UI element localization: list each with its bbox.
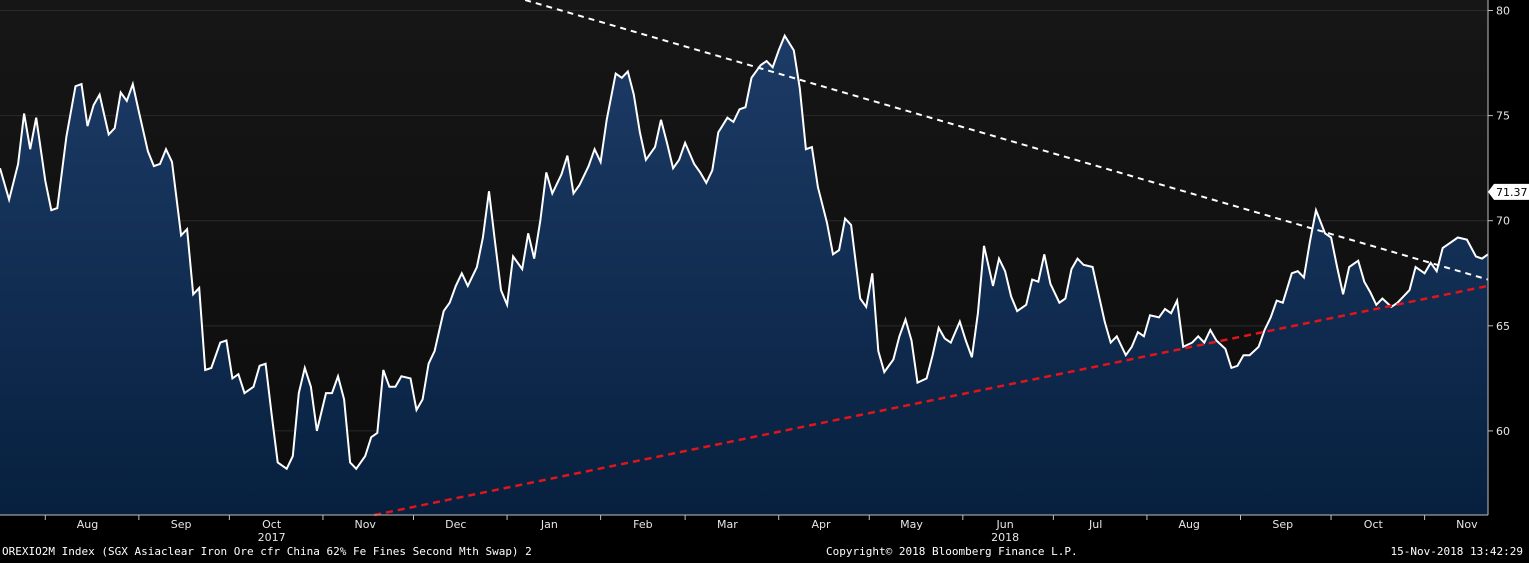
x-axis: Aug Sep Oct Nov Dec Jan Feb Mar Apr May Jun Jul Aug S… xyxy=(44,515,1478,544)
x-tick-label: Nov xyxy=(354,518,376,531)
price-area-fill xyxy=(0,35,1488,515)
x-year-label: 2017 xyxy=(258,531,286,544)
last-value-tag: 71.37 xyxy=(1488,183,1529,200)
x-tick-label: Jun xyxy=(995,518,1013,531)
x-tick-label: Mar xyxy=(717,518,738,531)
trendlines xyxy=(374,0,1489,517)
x-tick-label: Aug xyxy=(1178,518,1199,531)
x-tick-label: Apr xyxy=(811,518,831,531)
price-chart: 60 65 70 75 80 Aug Sep Oct Nov Dec Jan Feb Mar Apr Ma… xyxy=(0,0,1529,544)
x-tick-label: Sep xyxy=(171,518,192,531)
x-tick-label: Sep xyxy=(1272,518,1293,531)
x-tick-label: Jul xyxy=(1088,518,1102,531)
y-tick-label: 75 xyxy=(1496,110,1510,123)
y-axis: 60 65 70 75 80 xyxy=(1488,5,1510,438)
x-tick-label: Dec xyxy=(445,518,466,531)
y-tick-label: 80 xyxy=(1496,5,1510,18)
last-value-label: 71.37 xyxy=(1496,186,1528,199)
resistance-trendline xyxy=(524,0,1489,281)
x-tick-label: Oct xyxy=(1364,518,1384,531)
security-description: OREXIO2M Index (SGX Asiaclear Iron Ore c… xyxy=(2,545,532,558)
support-trendline xyxy=(374,284,1489,517)
x-tick-label: Aug xyxy=(77,518,98,531)
x-tick-label: Feb xyxy=(633,518,652,531)
y-tick-label: 65 xyxy=(1496,320,1510,333)
timestamp: 15-Nov-2018 13:42:29 xyxy=(1390,545,1523,558)
y-tick-label: 70 xyxy=(1496,215,1510,228)
x-tick-label: May xyxy=(900,518,923,531)
x-year-label: 2018 xyxy=(991,531,1019,544)
x-tick-label: Oct xyxy=(262,518,282,531)
x-tick-label: Jan xyxy=(540,518,558,531)
price-line xyxy=(0,33,1489,471)
x-tick-label: Nov xyxy=(1456,518,1478,531)
copyright-notice: Copyright© 2018 Bloomberg Finance L.P. xyxy=(826,545,1078,558)
y-tick-label: 60 xyxy=(1496,425,1510,438)
last-value-marker xyxy=(1488,183,1529,200)
